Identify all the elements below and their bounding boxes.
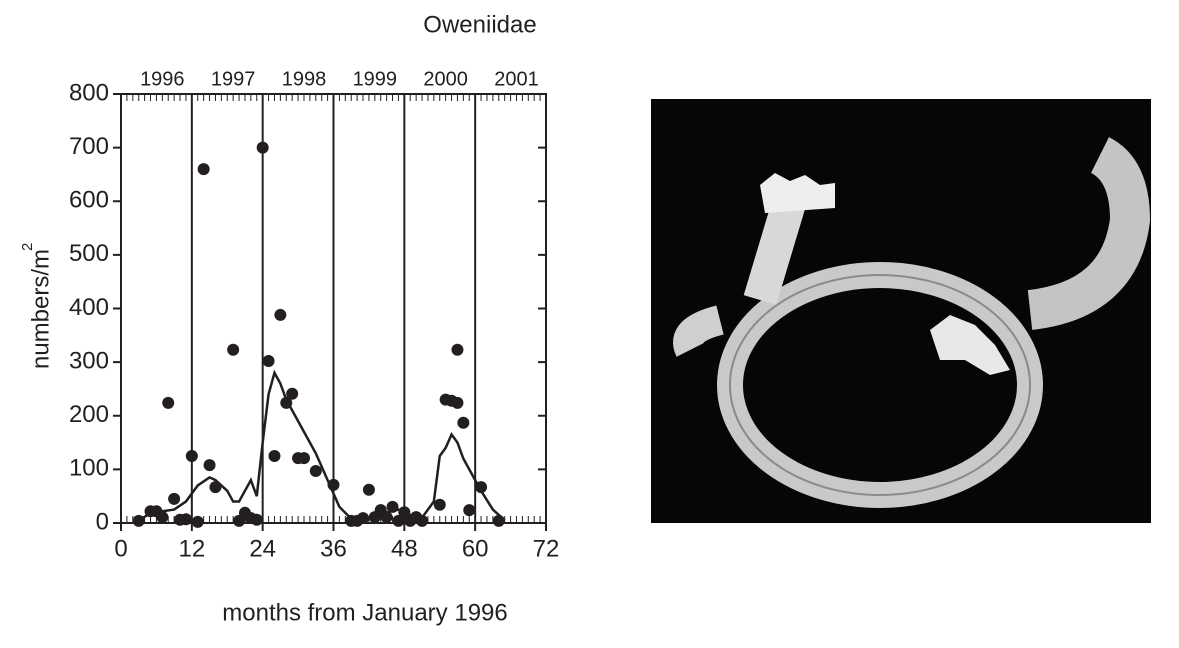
y-tick-label: 0: [96, 508, 109, 535]
data-point: [309, 464, 322, 477]
x-tick-label: 12: [178, 535, 205, 562]
data-point: [286, 387, 299, 400]
data-point: [256, 141, 269, 154]
data-point: [433, 498, 446, 511]
x-tick-label: 60: [462, 535, 489, 562]
data-point: [227, 343, 240, 356]
data-point: [492, 514, 505, 527]
data-point: [357, 512, 370, 525]
data-point: [457, 416, 470, 429]
data-point: [463, 504, 476, 517]
year-label: 1998: [282, 68, 327, 90]
data-point: [262, 355, 275, 368]
y-tick-label: 500: [69, 240, 109, 267]
data-point: [168, 492, 181, 505]
x-tick-label: 36: [320, 535, 347, 562]
data-point: [451, 396, 464, 409]
y-axis-label-group: numbers/m 2: [19, 243, 54, 369]
y-tick-label: 200: [69, 401, 109, 428]
y-axis-label: numbers/m: [27, 249, 54, 369]
x-tick-label: 48: [391, 535, 418, 562]
y-tick-label: 400: [69, 294, 109, 321]
y-tick-label: 800: [69, 79, 109, 106]
x-tick-label: 72: [533, 535, 560, 562]
x-axis-label: months from January 1996: [222, 599, 507, 626]
y-tick-label: 100: [69, 455, 109, 482]
y-tick-label: 300: [69, 347, 109, 374]
data-point: [451, 343, 464, 356]
data-point: [268, 449, 281, 462]
data-point: [162, 396, 175, 409]
data-point: [179, 513, 192, 526]
photo: [651, 99, 1151, 523]
year-label: 1999: [353, 68, 398, 90]
y-tick-label: 700: [69, 133, 109, 160]
trend-line: [138, 369, 506, 522]
year-label: 1996: [140, 68, 185, 90]
data-point: [250, 513, 263, 526]
data-point: [197, 163, 210, 176]
y-tick-label: 600: [69, 187, 109, 214]
data-point: [274, 308, 287, 321]
year-label: 2001: [494, 68, 539, 90]
data-point: [392, 514, 405, 527]
chart-title: Oweniidae: [423, 11, 536, 38]
data-point: [203, 459, 216, 472]
data-point: [362, 483, 375, 496]
x-tick-label: 24: [249, 535, 276, 562]
data-point: [191, 515, 204, 528]
data-point: [156, 511, 169, 524]
data-point: [297, 452, 310, 465]
year-label: 1997: [211, 68, 256, 90]
x-tick-label: 0: [114, 535, 127, 562]
y-axis-label-superscript: 2: [19, 243, 36, 251]
year-label: 2000: [423, 68, 468, 90]
data-point: [185, 449, 198, 462]
